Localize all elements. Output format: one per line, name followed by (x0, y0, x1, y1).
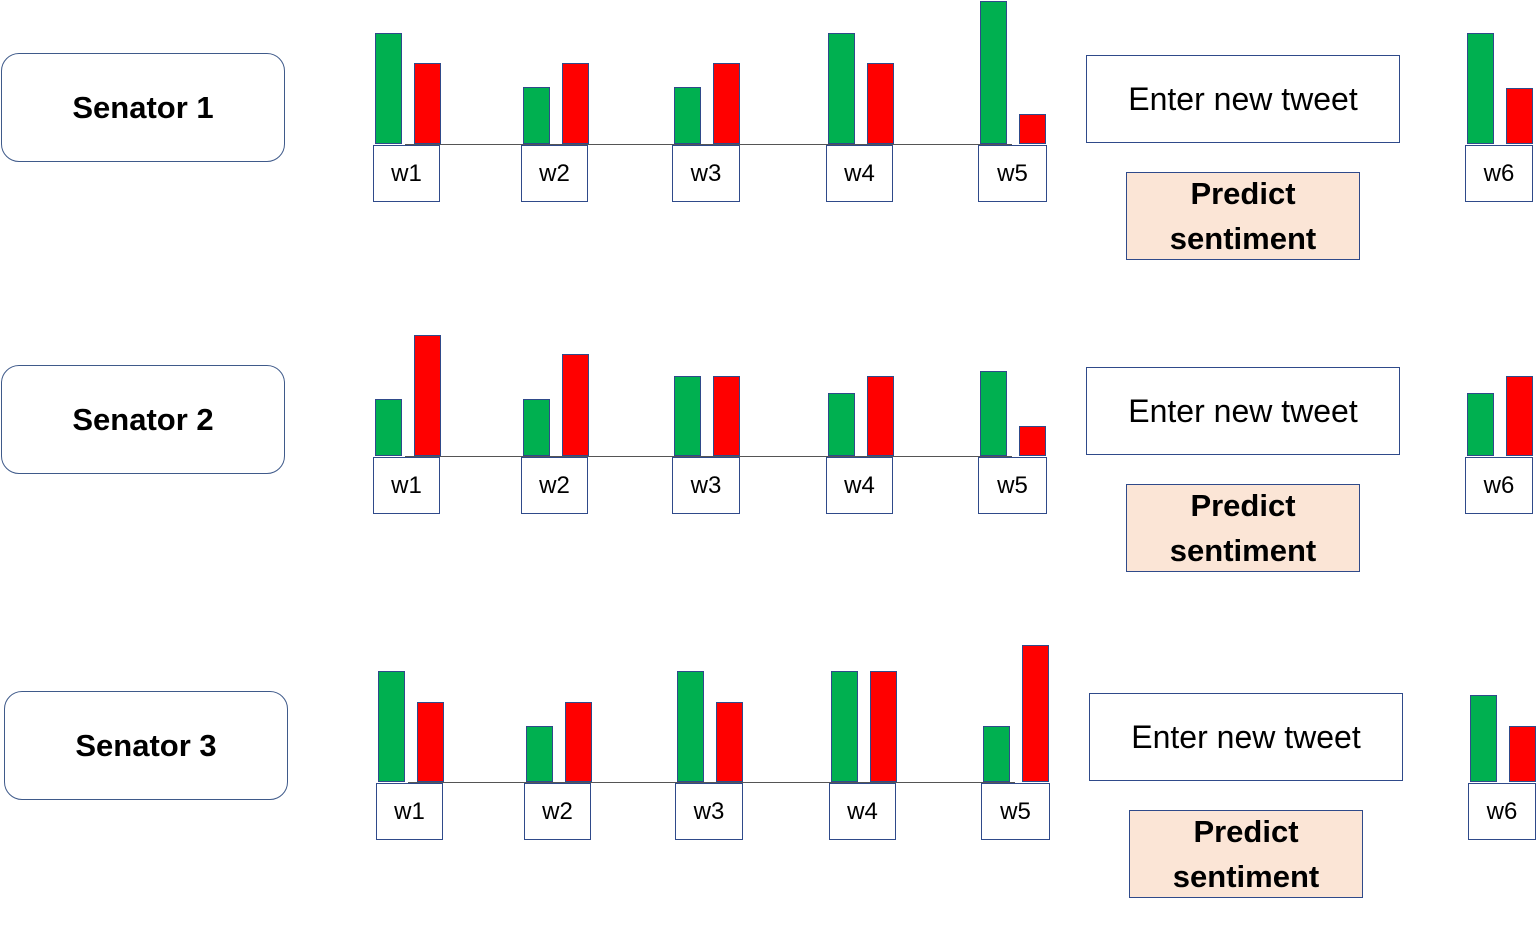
window-label: w2 (521, 457, 588, 514)
positive-bar (828, 33, 855, 144)
positive-bar (523, 399, 550, 456)
positive-bar (980, 1, 1007, 144)
predicted-negative-bar (1509, 726, 1536, 782)
window-label: w1 (376, 783, 443, 840)
positive-bar (674, 87, 701, 144)
negative-bar (414, 335, 441, 456)
positive-bar (828, 393, 855, 456)
predicted-positive-bar (1467, 33, 1494, 144)
positive-bar (674, 376, 701, 456)
negative-bar (565, 702, 592, 782)
window-label: w5 (981, 783, 1050, 840)
window-label: w3 (672, 145, 740, 202)
window-label: w4 (826, 145, 893, 202)
window-label: w1 (373, 457, 440, 514)
positive-bar (831, 671, 858, 782)
window-label: w4 (829, 783, 896, 840)
negative-bar (1019, 114, 1046, 144)
negative-bar (562, 63, 589, 144)
negative-bar (417, 702, 444, 782)
window-label: w2 (524, 783, 591, 840)
window-label: w2 (521, 145, 588, 202)
negative-bar (562, 354, 589, 456)
negative-bar (716, 702, 743, 782)
positive-bar (375, 399, 402, 456)
window-label: w4 (826, 457, 893, 514)
window-label: w3 (672, 457, 740, 514)
positive-bar (980, 371, 1007, 456)
predict-sentiment-button[interactable]: Predict sentiment (1126, 172, 1360, 260)
negative-bar (713, 376, 740, 456)
predicted-negative-bar (1506, 376, 1533, 456)
window-label: w1 (373, 145, 440, 202)
predict-sentiment-button[interactable]: Predict sentiment (1129, 810, 1363, 898)
timeline-line (405, 456, 1012, 457)
positive-bar (983, 726, 1010, 782)
predicted-window-label: w6 (1465, 145, 1533, 202)
window-label: w5 (978, 457, 1047, 514)
tweet-input[interactable]: Enter new tweet (1086, 367, 1400, 455)
negative-bar (414, 63, 441, 144)
negative-bar (867, 63, 894, 144)
window-label: w5 (978, 145, 1047, 202)
predicted-positive-bar (1470, 695, 1497, 782)
senator-label-box[interactable]: Senator 2 (1, 365, 285, 474)
predicted-window-label: w6 (1465, 457, 1533, 514)
window-label: w3 (675, 783, 743, 840)
negative-bar (1019, 426, 1046, 456)
senator-row: Senator 3 w1 w2 w3 w4 w5 w6 Enter new tweet Pred… (0, 638, 1538, 938)
predict-sentiment-button[interactable]: Predict sentiment (1126, 484, 1360, 572)
predicted-positive-bar (1467, 393, 1494, 456)
senator-label-box[interactable]: Senator 3 (4, 691, 288, 800)
senator-label-box[interactable]: Senator 1 (1, 53, 285, 162)
positive-bar (523, 87, 550, 144)
positive-bar (526, 726, 553, 782)
positive-bar (378, 671, 405, 782)
negative-bar (870, 671, 897, 782)
timeline-line (405, 144, 1012, 145)
senator-row: Senator 1 w1 w2 w3 w4 w5 w6 Enter new tweet Pred… (0, 0, 1538, 300)
predicted-window-label: w6 (1468, 783, 1536, 840)
negative-bar (867, 376, 894, 456)
tweet-input[interactable]: Enter new tweet (1089, 693, 1403, 781)
negative-bar (713, 63, 740, 144)
positive-bar (677, 671, 704, 782)
negative-bar (1022, 645, 1049, 782)
senator-row: Senator 2 w1 w2 w3 w4 w5 w6 Enter new tweet Pred… (0, 312, 1538, 612)
predicted-negative-bar (1506, 88, 1533, 144)
timeline-line (408, 782, 1015, 783)
positive-bar (375, 33, 402, 144)
tweet-input[interactable]: Enter new tweet (1086, 55, 1400, 143)
